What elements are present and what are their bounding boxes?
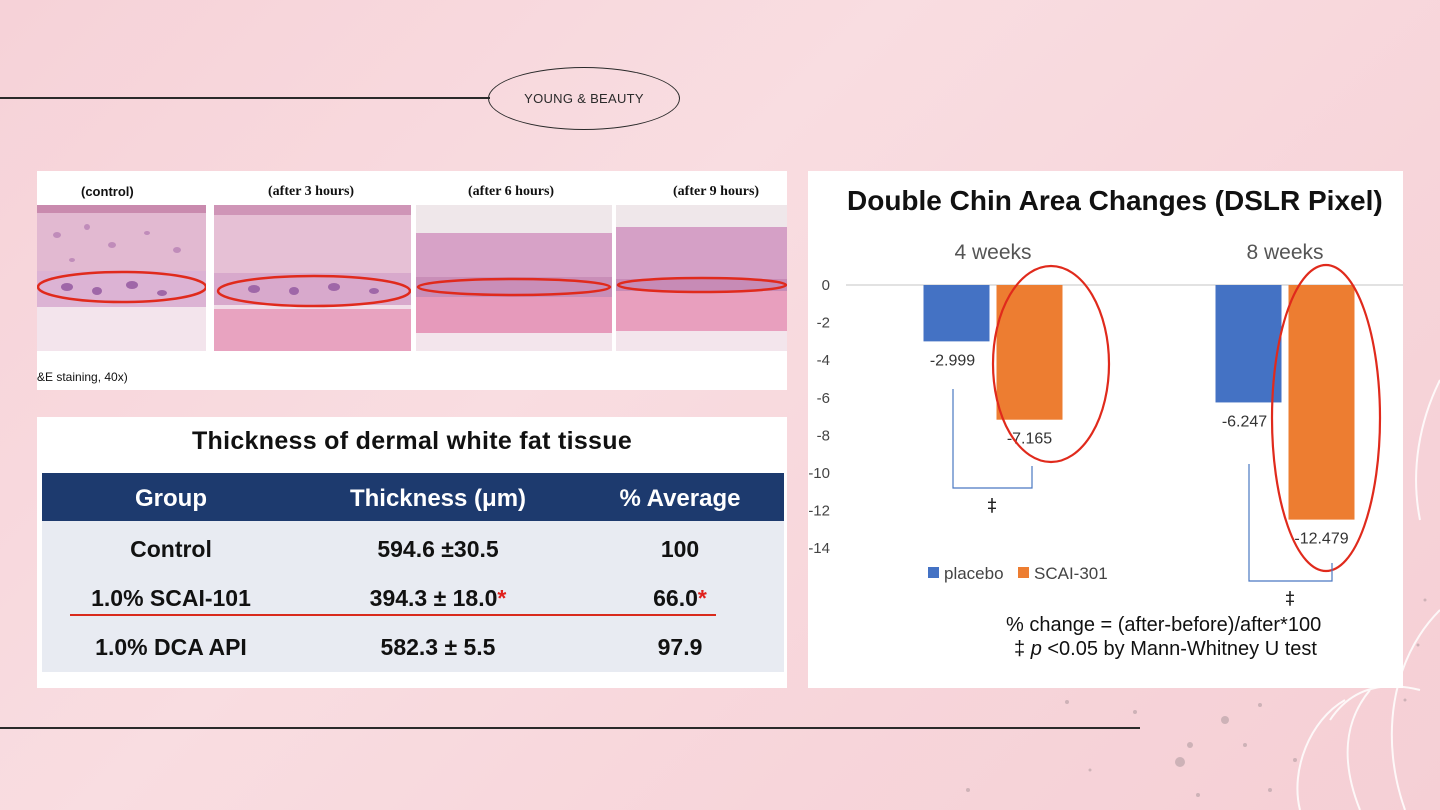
cell-group: 1.0% DCA API (95, 634, 247, 660)
cell-average: 100 (660, 536, 700, 562)
data-label: -2.999 (930, 352, 975, 369)
histology-panel: (control) (after 3 hours) (after 6 hours… (37, 171, 787, 390)
cell-thickness-wrap: 394.3 ± 18.0* (300, 585, 576, 612)
histology-label-6h: (after 6 hours) (468, 184, 555, 199)
cell-thickness: 582.3 ± 5.5 (380, 634, 496, 660)
brand-text: YOUNG & BEAUTY (524, 91, 644, 106)
bar-scai-301 (996, 285, 1063, 420)
highlight-underline (70, 614, 716, 616)
y-tick-label: -12 (808, 503, 830, 520)
y-tick-label: 0 (822, 277, 830, 294)
table-header-row: Group Thickness (μm) % Average (42, 473, 784, 521)
header-rule (0, 97, 490, 99)
footnote-rest: <0.05 by Mann-Whitney U test (1041, 638, 1317, 660)
legend-label: placebo (944, 564, 1004, 583)
cell-group: 1.0% SCAI-101 (91, 585, 251, 611)
table-row: 1.0% DCA API 582.3 ± 5.5 97.9 (42, 622, 784, 672)
significance-marker: ‡ (988, 495, 997, 516)
cell-thickness: 394.3 ± 18.0 (369, 585, 498, 611)
legend-swatch (1018, 567, 1029, 578)
header-thickness: Thickness (μm) (349, 485, 527, 512)
cell-group: Control (130, 536, 212, 562)
histology-image-control (37, 205, 206, 351)
cell-average: 97.9 (657, 634, 703, 660)
table-title: Thickness of dermal white fat tissue (191, 427, 633, 455)
y-tick-label: -10 (808, 465, 830, 482)
histology-label-control: (control) (81, 184, 134, 199)
footnote-dagger: ‡ (1014, 638, 1031, 660)
significance-marker: ‡ (1286, 588, 1295, 609)
staining-note: &E staining, 40x) (37, 370, 128, 384)
highlight-oval (1270, 263, 1382, 573)
chart-panel: Double Chin Area Changes (DSLR Pixel) 0 -… (808, 171, 1403, 688)
header-group: Group (135, 485, 207, 512)
cell-thickness: 594.6 ±30.5 (377, 536, 499, 562)
highlight-oval (991, 264, 1111, 464)
y-tick-label: -4 (817, 352, 830, 369)
bar-scai-301 (1288, 285, 1355, 520)
y-tick-label: -2 (817, 315, 830, 332)
histology-image-6h (416, 205, 612, 351)
y-tick-label: -14 (808, 540, 830, 557)
table-row: 1.0% SCAI-101 394.3 ± 18.0* 66.0* (42, 573, 784, 623)
footnote-formula: % change = (after-before)/after*100 (1006, 614, 1322, 636)
bar-placebo (923, 285, 990, 342)
footnote-p: p (1030, 638, 1042, 660)
table-row: Control 594.6 ±30.5 100 (42, 524, 784, 574)
bar-placebo (1215, 285, 1282, 403)
significance-star: * (497, 585, 507, 611)
significance-bracket (1248, 464, 1333, 582)
y-tick-label: -6 (817, 390, 830, 407)
significance-star: * (697, 585, 707, 611)
category-label: 4 weeks (954, 241, 1031, 264)
data-label: -12.479 (1294, 531, 1348, 548)
category-label: 8 weeks (1246, 241, 1323, 264)
histology-label-3h: (after 3 hours) (268, 184, 355, 199)
thickness-table: Group Thickness (μm) % Average Control 5… (42, 473, 784, 672)
significance-bracket (952, 389, 1033, 489)
table-panel: Thickness of dermal white fat tissue Gro… (37, 417, 787, 688)
bar-chart: 0-2-4-6-8-10-12-144 weeks 8 weeks-2.999-7… (808, 241, 1403, 609)
y-tick-label: -8 (817, 427, 830, 444)
brand-badge: YOUNG & BEAUTY (488, 67, 680, 130)
histology-image-9h (616, 205, 787, 351)
chart-title: Double Chin Area Changes (DSLR Pixel) (847, 185, 1383, 216)
histology-label-9h: (after 9 hours) (673, 184, 760, 199)
cell-average: 66.0 (653, 585, 698, 611)
header-average: % Average (619, 485, 741, 512)
footnote-test: ‡ p <0.05 by Mann-Whitney U test (1014, 638, 1317, 661)
histology-image-3h (214, 205, 411, 351)
legend-swatch (928, 567, 939, 578)
data-label: -6.247 (1222, 413, 1267, 430)
footer-rule (0, 727, 1140, 729)
cell-average-wrap: 66.0* (576, 585, 784, 612)
legend-label: SCAI-301 (1034, 564, 1108, 583)
